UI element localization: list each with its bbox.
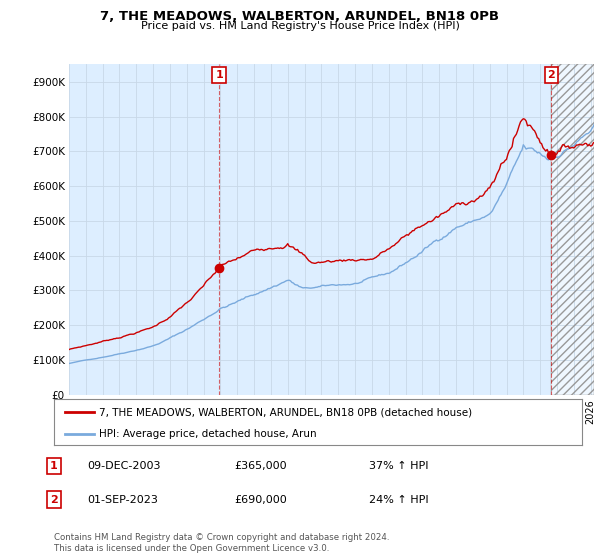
Text: 2: 2 [50, 494, 58, 505]
Text: 1: 1 [215, 70, 223, 80]
Text: 7, THE MEADOWS, WALBERTON, ARUNDEL, BN18 0PB: 7, THE MEADOWS, WALBERTON, ARUNDEL, BN18… [101, 10, 499, 23]
Text: 7, THE MEADOWS, WALBERTON, ARUNDEL, BN18 0PB (detached house): 7, THE MEADOWS, WALBERTON, ARUNDEL, BN18… [99, 407, 472, 417]
Text: 37% ↑ HPI: 37% ↑ HPI [369, 461, 428, 471]
Text: 09-DEC-2003: 09-DEC-2003 [87, 461, 161, 471]
Text: Price paid vs. HM Land Registry's House Price Index (HPI): Price paid vs. HM Land Registry's House … [140, 21, 460, 31]
Text: HPI: Average price, detached house, Arun: HPI: Average price, detached house, Arun [99, 429, 317, 438]
Bar [551, 64, 594, 395]
Text: 1: 1 [50, 461, 58, 471]
Bar [551, 64, 594, 395]
Bar [551, 64, 594, 395]
Text: 24% ↑ HPI: 24% ↑ HPI [369, 494, 428, 505]
Text: 01-SEP-2023: 01-SEP-2023 [87, 494, 158, 505]
Text: £690,000: £690,000 [234, 494, 287, 505]
Text: £365,000: £365,000 [234, 461, 287, 471]
Text: Contains HM Land Registry data © Crown copyright and database right 2024.
This d: Contains HM Land Registry data © Crown c… [54, 533, 389, 553]
Text: 2: 2 [548, 70, 556, 80]
